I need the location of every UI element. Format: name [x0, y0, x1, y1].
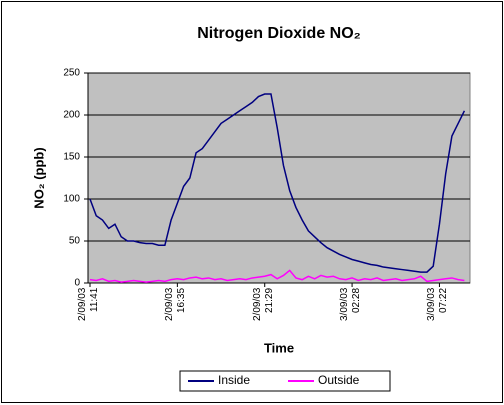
series-line: [89, 269, 465, 283]
y-tick-label: 200: [63, 110, 80, 121]
y-axis-label: NO₂ (ppb): [31, 147, 46, 208]
x-tick-label: 3/09/03 02:28: [339, 288, 363, 322]
x-axis-label: Time: [264, 340, 294, 355]
legend-label: Inside: [218, 373, 250, 387]
plot-area: [87, 72, 471, 284]
legend-label: Outside: [318, 373, 360, 387]
y-tick-label: 150: [63, 152, 80, 163]
chart-title: Nitrogen Dioxide NO₂: [197, 25, 361, 42]
legend: [179, 370, 391, 392]
y-tick-label: 250: [63, 68, 80, 79]
x-tick-label: 2/09/03 21:29: [251, 288, 275, 322]
y-tick-label: 50: [69, 236, 81, 247]
y-tick-label: 0: [74, 278, 80, 289]
x-tick-label: 2/09/03 11:41: [77, 288, 100, 322]
x-tick-label: 3/09/03 07:22: [426, 288, 450, 322]
series-line: [89, 93, 466, 273]
y-tick-label: 100: [63, 194, 80, 205]
x-tick-label: 2/09/03 16:35: [164, 288, 188, 322]
